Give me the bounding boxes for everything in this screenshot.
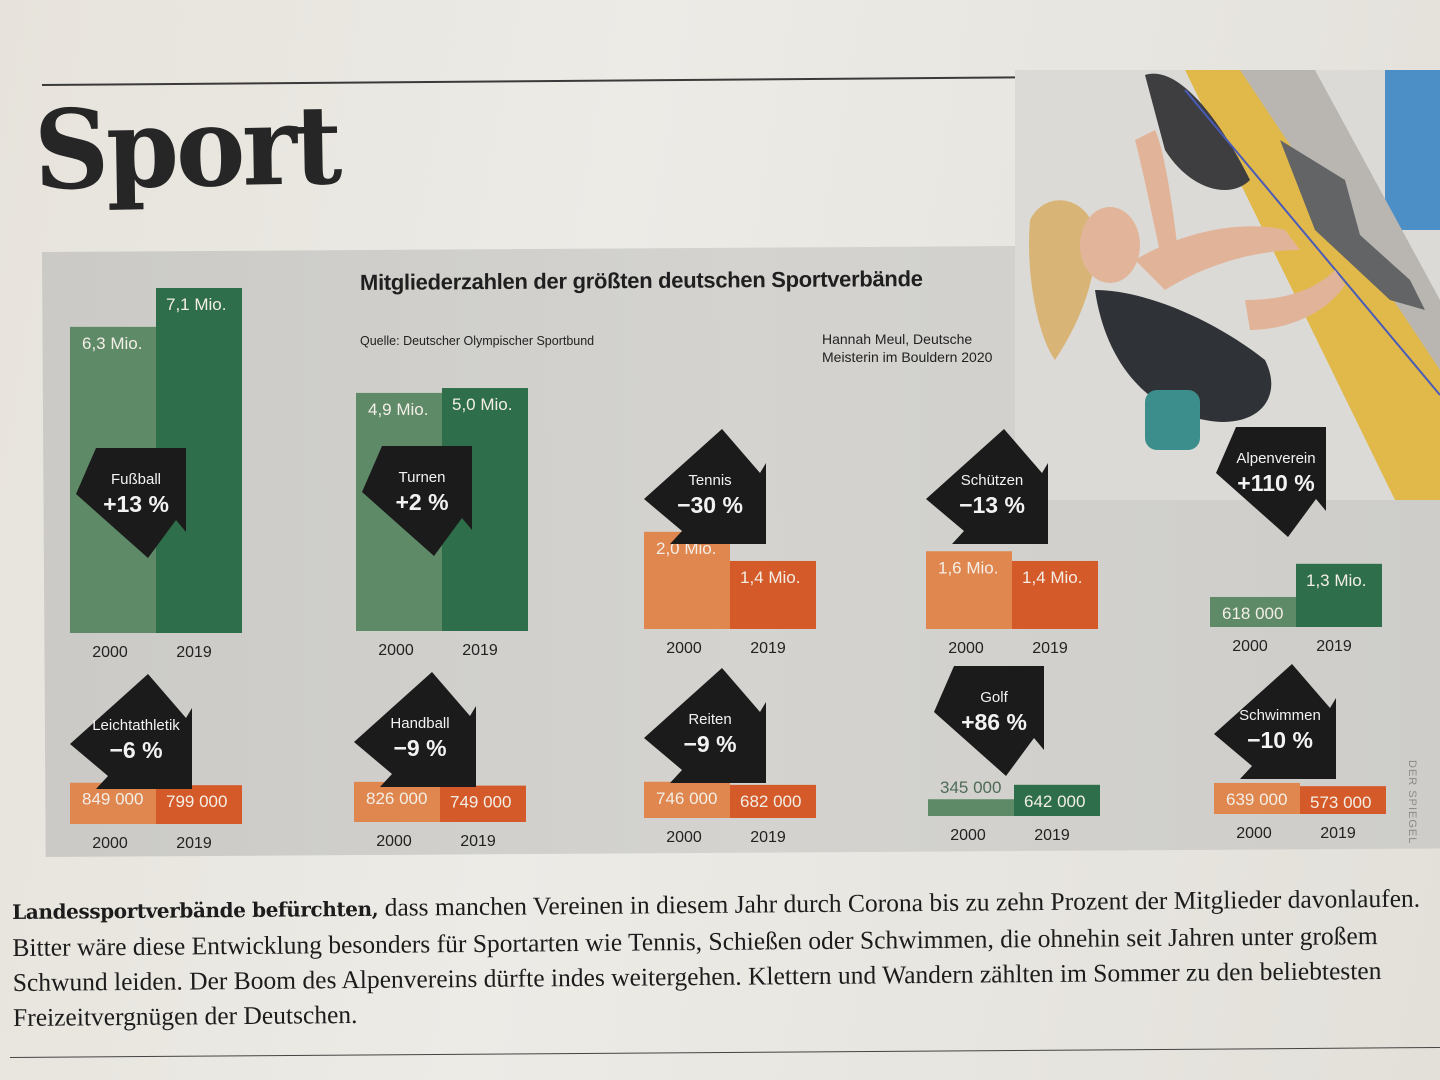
value-label-2000: 639 000 xyxy=(1226,790,1287,809)
year-label-2019: 2019 xyxy=(1034,827,1070,844)
bar-2000-leichtathletik xyxy=(70,782,156,824)
down-arrow-icon xyxy=(1214,664,1336,779)
sport-name: Golf xyxy=(980,689,1008,706)
bar-2019-leichtathletik xyxy=(156,785,242,824)
bar-2000-golf xyxy=(928,799,1014,816)
percent-change: −30 % xyxy=(677,492,743,518)
year-label-2019: 2019 xyxy=(750,640,786,657)
year-label-2000: 2000 xyxy=(666,640,702,657)
value-label-2000: 4,9 Mio. xyxy=(368,400,428,419)
percent-change: +110 % xyxy=(1237,470,1314,496)
year-label-2000: 2000 xyxy=(376,833,412,850)
up-arrow-icon xyxy=(76,448,186,558)
down-arrow-icon xyxy=(644,668,766,783)
article-body: Landessportverbände befürchten, dass man… xyxy=(12,881,1433,1035)
year-label-2000: 2000 xyxy=(948,640,984,657)
year-label-2000: 2000 xyxy=(1232,638,1268,655)
bar-2019-golf xyxy=(1014,784,1100,816)
value-label-2019: 749 000 xyxy=(450,793,511,812)
value-label-2000: 849 000 xyxy=(82,790,143,809)
value-label-2000: 345 000 xyxy=(940,778,1001,797)
year-label-2000: 2000 xyxy=(92,644,128,661)
down-arrow-icon xyxy=(926,429,1048,544)
value-label-2019: 1,4 Mio. xyxy=(740,568,800,587)
percent-change: −9 % xyxy=(683,731,736,757)
chart-source: Quelle: Deutscher Olympischer Sportbund xyxy=(360,334,595,348)
bar-2000-handball xyxy=(354,781,440,822)
climber-photo xyxy=(1015,70,1440,500)
year-label-2000: 2000 xyxy=(92,835,128,852)
up-arrow-icon xyxy=(934,666,1044,776)
year-label-2000: 2000 xyxy=(378,642,414,659)
bar-2019-reiten xyxy=(730,784,816,818)
bar-2000-tennis xyxy=(644,531,730,629)
sport-name: Schützen xyxy=(961,472,1024,489)
value-label-2019: 5,0 Mio. xyxy=(452,395,512,414)
year-label-2019: 2019 xyxy=(176,835,212,852)
sport-name: Tennis xyxy=(688,472,731,489)
percent-change: −6 % xyxy=(109,737,162,763)
percent-change: +13 % xyxy=(103,491,169,517)
bar-2000-reiten xyxy=(644,781,730,818)
bar-2000-schwimmen xyxy=(1214,782,1300,814)
value-label-2000: 746 000 xyxy=(656,789,717,808)
year-label-2019: 2019 xyxy=(750,829,786,846)
bar-2019-schützen xyxy=(1012,560,1098,629)
year-label-2000: 2000 xyxy=(950,827,986,844)
value-label-2000: 6,3 Mio. xyxy=(82,334,142,353)
percent-change: +2 % xyxy=(395,489,448,515)
up-arrow-icon xyxy=(1216,427,1326,537)
value-label-2019: 799 000 xyxy=(166,792,227,811)
bar-2000-alpenverein xyxy=(1210,596,1296,627)
sport-name: Schwimmen xyxy=(1239,707,1321,724)
value-label-2019: 682 000 xyxy=(740,792,801,811)
percent-change: −13 % xyxy=(959,492,1025,518)
sport-name: Turnen xyxy=(399,469,446,486)
article-lead: Landessportverbände befürchten, xyxy=(12,896,379,924)
down-arrow-icon xyxy=(644,429,766,544)
value-label-2019: 573 000 xyxy=(1310,793,1371,812)
year-label-2019: 2019 xyxy=(1032,640,1068,657)
photo-caption: Hannah Meul, Deutsche Meisterin im Bould… xyxy=(822,331,993,365)
sport-name: Fußball xyxy=(111,471,161,488)
percent-change: +86 % xyxy=(961,709,1027,735)
year-label-2000: 2000 xyxy=(1236,825,1272,842)
value-label-2000: 826 000 xyxy=(366,789,427,808)
bar-2019-tennis xyxy=(730,560,816,629)
sport-name: Alpenverein xyxy=(1236,450,1315,467)
up-arrow-icon xyxy=(362,446,472,556)
year-label-2019: 2019 xyxy=(176,644,212,661)
percent-change: −9 % xyxy=(393,735,446,761)
down-arrow-icon xyxy=(354,672,476,787)
value-label-2000: 1,6 Mio. xyxy=(938,558,998,577)
value-label-2019: 1,3 Mio. xyxy=(1306,571,1366,590)
down-arrow-icon xyxy=(70,674,192,789)
sport-name: Handball xyxy=(390,715,449,732)
bar-2000-schützen xyxy=(926,551,1012,629)
bar-2019-handball xyxy=(440,785,526,822)
value-label-2000: 618 000 xyxy=(1222,604,1283,623)
value-label-2019: 642 000 xyxy=(1024,792,1085,811)
value-label-2019: 7,1 Mio. xyxy=(166,295,226,314)
value-label-2019: 1,4 Mio. xyxy=(1022,568,1082,587)
year-label-2019: 2019 xyxy=(1320,825,1356,842)
bar-2019-schwimmen xyxy=(1300,786,1386,814)
year-label-2019: 2019 xyxy=(462,642,498,659)
year-label-2000: 2000 xyxy=(666,829,702,846)
year-label-2019: 2019 xyxy=(460,833,496,850)
percent-change: −10 % xyxy=(1247,727,1313,753)
sport-name: Leichtathletik xyxy=(92,717,180,734)
bar-2019-alpenverein xyxy=(1296,563,1382,627)
publisher-credit: DER SPIEGEL xyxy=(1406,760,1418,845)
sport-name: Reiten xyxy=(688,711,731,728)
year-label-2019: 2019 xyxy=(1316,638,1352,655)
